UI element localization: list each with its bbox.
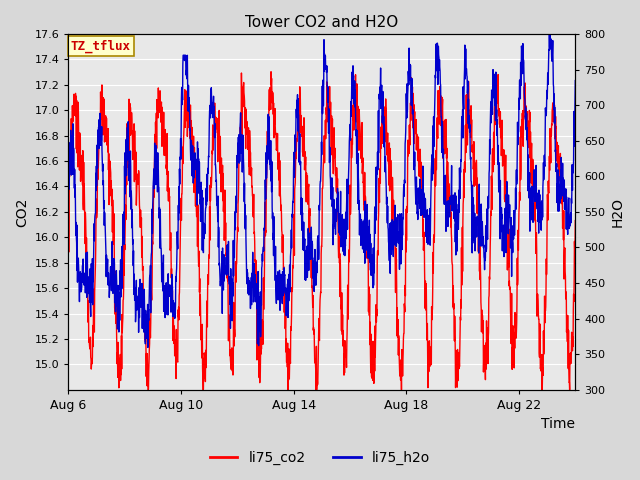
Line: li75_h2o: li75_h2o [68, 34, 575, 348]
li75_h2o [272, 243, 280, 249]
li75_h2o [545, 31, 553, 37]
li75_co2 [411, 131, 419, 137]
li75_h2o [274, 297, 282, 303]
li75_co2 [267, 69, 275, 74]
li75_h2o [173, 251, 180, 256]
li75_co2 [65, 173, 72, 179]
li75_co2 [275, 158, 282, 164]
li75_h2o [93, 166, 101, 171]
li75_co2 [272, 130, 280, 136]
Line: li75_co2: li75_co2 [68, 72, 575, 390]
Y-axis label: H2O: H2O [611, 197, 625, 227]
Legend: li75_co2, li75_h2o: li75_co2, li75_h2o [204, 445, 436, 471]
li75_h2o [65, 167, 72, 173]
li75_co2 [173, 346, 180, 351]
Title: Tower CO2 and H2O: Tower CO2 and H2O [245, 15, 399, 30]
li75_co2 [255, 325, 262, 331]
li75_h2o [411, 149, 419, 155]
X-axis label: Time: Time [541, 418, 575, 432]
li75_h2o [255, 310, 262, 316]
li75_co2 [93, 165, 101, 171]
Text: TZ_tflux: TZ_tflux [71, 39, 131, 53]
li75_co2 [572, 218, 579, 224]
Y-axis label: CO2: CO2 [15, 197, 29, 227]
li75_co2 [145, 387, 152, 393]
li75_h2o [572, 78, 579, 84]
li75_h2o [144, 345, 152, 350]
